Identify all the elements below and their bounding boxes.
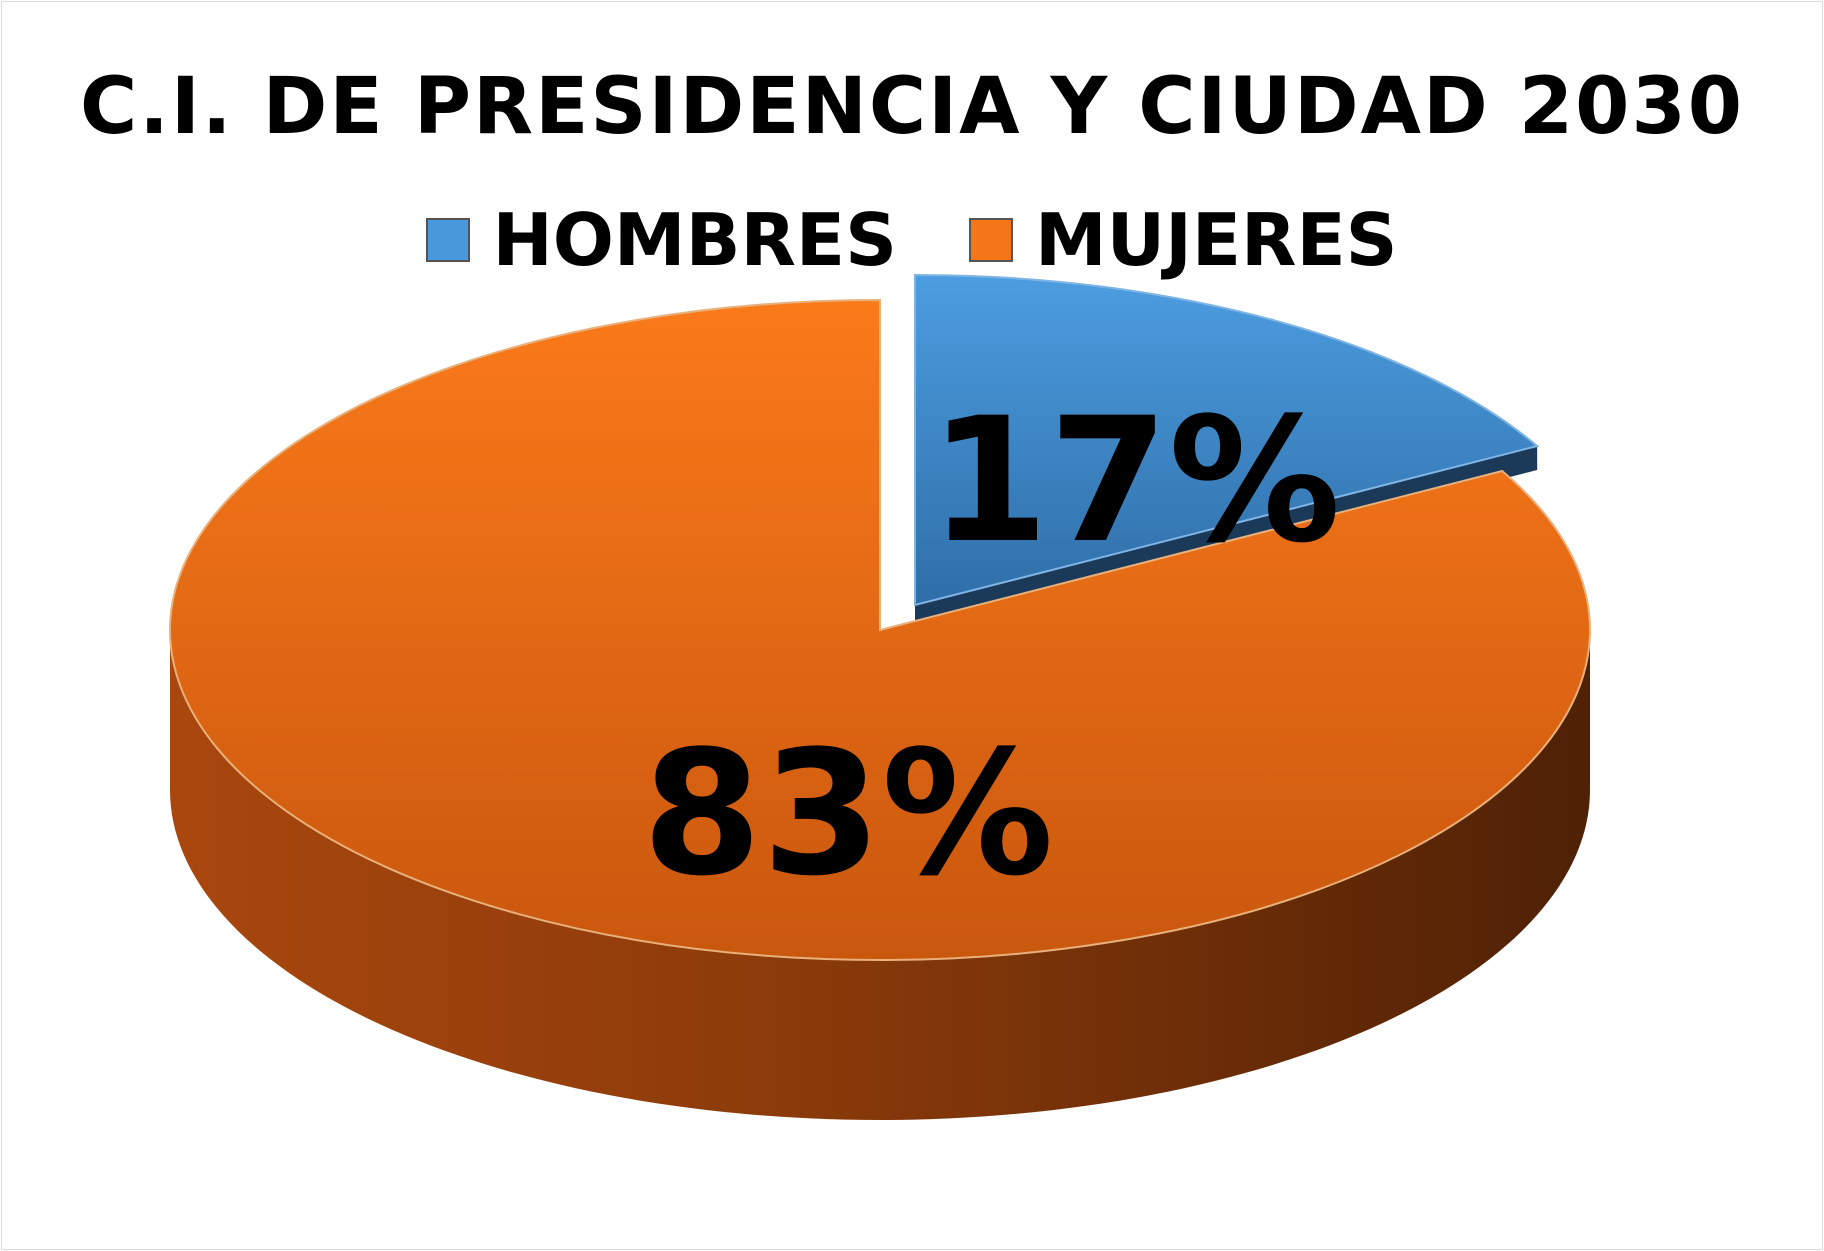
pie-slice-hombres — [914, 273, 1540, 607]
legend-item-mujeres: MUJERES — [968, 198, 1398, 282]
data-label-mujeres: 83% — [642, 713, 1054, 914]
chart-title: C.I. DE PRESIDENCIA Y CIUDAD 2030 — [79, 62, 1744, 152]
pie-slice-mujeres — [169, 298, 1591, 961]
data-label-hombres: 17% — [929, 380, 1341, 581]
legend-label-hombres: HOMBRES — [492, 198, 897, 282]
legend-item-hombres: HOMBRES — [426, 198, 897, 282]
legend-swatch-hombres — [426, 218, 471, 262]
legend-label-mujeres: MUJERES — [1034, 198, 1398, 282]
legend-swatch-mujeres — [968, 218, 1013, 262]
chart-legend: HOMBRES MUJERES — [0, 198, 1824, 282]
pie-slice-side-mujeres — [170, 630, 1590, 1120]
